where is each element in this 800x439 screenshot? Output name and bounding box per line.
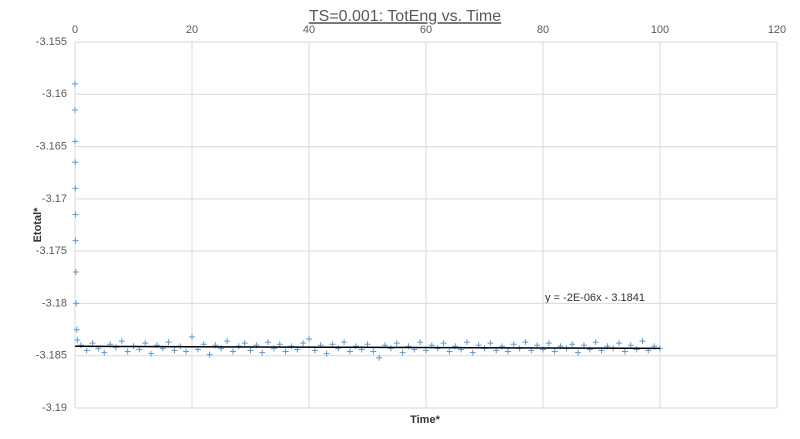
data-point (311, 347, 318, 354)
data-point (545, 340, 552, 347)
data-point (592, 339, 599, 346)
data-point (586, 346, 593, 353)
data-point (282, 348, 289, 355)
data-point (77, 342, 84, 349)
x-tick-label: 100 (651, 24, 669, 36)
data-point (440, 340, 447, 347)
x-axis-title: Time* (410, 414, 440, 426)
data-point (463, 339, 470, 346)
data-point (72, 159, 79, 166)
data-point (364, 341, 371, 348)
data-point (335, 345, 342, 352)
data-point (423, 347, 429, 354)
data-point (633, 346, 640, 353)
data-point (387, 345, 394, 352)
data-point (569, 341, 576, 348)
data-point (469, 349, 476, 356)
x-tick-label: 80 (537, 24, 549, 36)
data-point (370, 348, 377, 355)
data-point (399, 349, 406, 356)
y-tick-label: -3.17 (42, 193, 67, 205)
data-point (72, 185, 79, 192)
data-point (276, 341, 283, 348)
x-tick-label: 60 (420, 24, 432, 36)
data-point (118, 338, 125, 345)
data-point (89, 340, 96, 347)
data-point (510, 341, 517, 348)
data-point (329, 341, 336, 348)
data-point (183, 348, 190, 355)
data-point (306, 335, 312, 342)
y-tick-label: -3.16 (42, 88, 67, 100)
y-tick-label: -3.155 (36, 36, 67, 48)
data-point (627, 342, 634, 349)
data-point (74, 337, 81, 344)
data-point (265, 339, 272, 346)
x-tick-label: 120 (768, 24, 786, 36)
x-tick-label: 40 (303, 24, 315, 36)
data-point (300, 340, 307, 347)
data-point (171, 347, 178, 354)
data-point (639, 338, 646, 345)
data-point (124, 348, 131, 355)
data-point (341, 339, 348, 346)
data-point (376, 354, 383, 361)
data-point (206, 351, 213, 358)
data-point (405, 343, 412, 350)
data-point (72, 211, 79, 218)
data-point (551, 348, 558, 355)
data-point (112, 344, 119, 351)
data-point (522, 339, 529, 346)
data-point (288, 343, 295, 350)
data-point (229, 348, 236, 355)
y-tick-label: -3.175 (36, 245, 67, 257)
data-point (346, 348, 353, 355)
y-tick-label: -3.185 (36, 350, 67, 362)
y-axis-title: Etotal* (32, 207, 44, 243)
y-tick-label: -3.165 (36, 140, 67, 152)
data-point (417, 339, 424, 346)
data-point (575, 349, 582, 356)
data-point (323, 350, 330, 357)
chart-title: TS=0.001: TotEng vs. Time (309, 8, 501, 25)
data-point (72, 80, 78, 87)
data-point (259, 349, 266, 356)
data-point (73, 300, 80, 307)
trendline-label: y = -2E-06x - 3.1841 (545, 292, 645, 304)
x-tick-label: 0 (72, 24, 78, 36)
data-point (142, 340, 149, 347)
data-point (247, 347, 254, 354)
data-point (83, 347, 90, 354)
data-point (352, 343, 359, 350)
data-point (446, 348, 453, 355)
data-point (487, 340, 494, 347)
data-point (73, 326, 80, 333)
data-point (136, 346, 143, 353)
data-point (621, 348, 628, 355)
data-point (165, 339, 172, 346)
data-point (580, 342, 587, 349)
data-point (148, 350, 155, 357)
data-point (393, 340, 400, 347)
trendline (74, 345, 661, 350)
y-tick-label: -3.19 (42, 402, 67, 414)
y-tick-label: -3.18 (42, 297, 67, 309)
data-point (153, 342, 160, 349)
data-point (72, 106, 78, 113)
data-point (504, 348, 511, 355)
data-point (241, 340, 248, 347)
data-point (72, 138, 79, 145)
x-tick-label: 20 (186, 24, 198, 36)
data-point (434, 345, 441, 352)
data-point (72, 237, 79, 244)
data-point (189, 333, 195, 340)
data-point (72, 269, 79, 276)
data-point (224, 338, 231, 345)
data-point (101, 349, 108, 356)
data-point (616, 340, 623, 347)
